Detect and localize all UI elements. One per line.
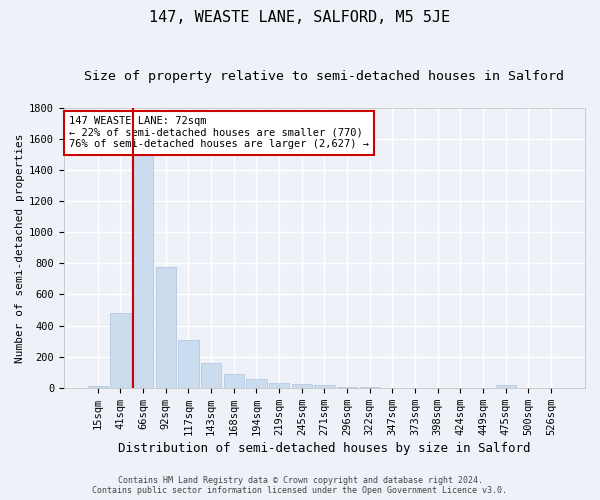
Bar: [110, 313, 131, 388]
Bar: [314, 384, 335, 388]
Bar: [88, 386, 108, 388]
Text: 147 WEASTE LANE: 72sqm
← 22% of semi-detached houses are smaller (770)
76% of se: 147 WEASTE LANE: 72sqm ← 22% of semi-det…: [69, 116, 369, 150]
Bar: [496, 386, 516, 388]
X-axis label: Distribution of semi-detached houses by size in Salford: Distribution of semi-detached houses by …: [118, 442, 530, 455]
Bar: [292, 384, 312, 388]
Title: Size of property relative to semi-detached houses in Salford: Size of property relative to semi-detach…: [85, 70, 565, 83]
Bar: [201, 363, 221, 388]
Text: Contains HM Land Registry data © Crown copyright and database right 2024.
Contai: Contains HM Land Registry data © Crown c…: [92, 476, 508, 495]
Bar: [269, 383, 289, 388]
Bar: [155, 268, 176, 388]
Y-axis label: Number of semi-detached properties: Number of semi-detached properties: [15, 133, 25, 362]
Bar: [224, 374, 244, 388]
Bar: [133, 154, 154, 388]
Bar: [178, 340, 199, 388]
Text: 147, WEASTE LANE, SALFORD, M5 5JE: 147, WEASTE LANE, SALFORD, M5 5JE: [149, 10, 451, 25]
Bar: [337, 386, 358, 388]
Bar: [246, 380, 266, 388]
